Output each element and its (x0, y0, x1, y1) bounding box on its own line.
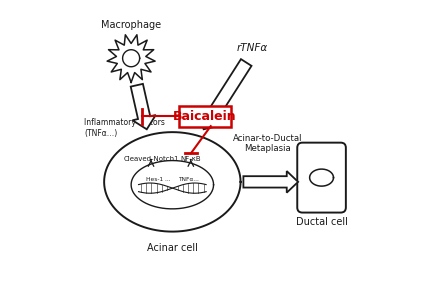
Text: Cleaved-Notch1: Cleaved-Notch1 (123, 156, 179, 162)
Text: Ductal cell: Ductal cell (295, 217, 347, 227)
Text: Baicalein: Baicalein (173, 110, 237, 123)
Text: Inflammatory factors
(TNFα…): Inflammatory factors (TNFα…) (84, 118, 165, 137)
Polygon shape (200, 59, 252, 129)
Text: TNFα...: TNFα... (177, 177, 198, 183)
FancyBboxPatch shape (179, 106, 231, 127)
FancyBboxPatch shape (297, 143, 346, 213)
Text: NF-κB: NF-κB (181, 156, 201, 162)
Text: Hes-1 ...: Hes-1 ... (146, 177, 170, 183)
Text: rTNFα: rTNFα (236, 43, 268, 53)
Text: Acinar cell: Acinar cell (147, 243, 198, 253)
Polygon shape (244, 171, 298, 193)
Text: Macrophage: Macrophage (101, 20, 161, 30)
Polygon shape (131, 84, 156, 129)
Text: Acinar-to-Ductal
Metaplasia: Acinar-to-Ductal Metaplasia (233, 134, 302, 153)
